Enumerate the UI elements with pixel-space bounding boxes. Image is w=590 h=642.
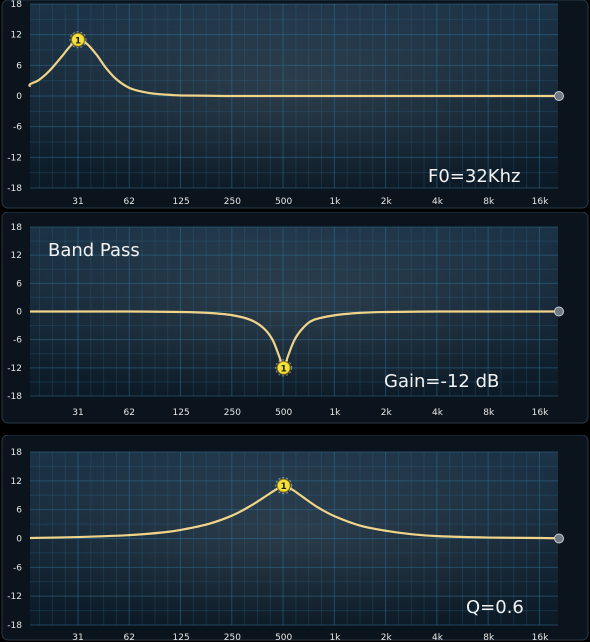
chart-annotation: F0=32Khz — [428, 166, 520, 187]
y-tick-label: -18 — [7, 392, 22, 402]
x-tick-label: 16k — [532, 408, 549, 418]
x-tick-label: 4k — [432, 633, 444, 642]
x-tick-label: 31 — [72, 408, 83, 418]
eq-panel-frequency: 18 12 6 0 -6 -12 -18 31 62 125 250 500 1k 2k 4k 8k 16k 1 F… — [0, 0, 590, 210]
y-tick-label: -12 — [7, 153, 22, 163]
x-tick-label: 4k — [432, 408, 444, 418]
y-tick-label: 0 — [16, 308, 22, 318]
band-node[interactable]: 1 — [275, 359, 293, 377]
y-tick-label: 0 — [16, 535, 22, 545]
x-tick-label: 125 — [173, 408, 190, 418]
x-tick-label: 31 — [72, 197, 83, 207]
x-tick-label: 250 — [224, 633, 241, 642]
chart-annotation: Band Pass — [48, 240, 140, 261]
y-tick-label: -6 — [13, 123, 22, 133]
y-tick-label: -18 — [7, 621, 22, 631]
eq-chart-frequency[interactable]: 18 12 6 0 -6 -12 -18 31 62 125 250 500 1k 2k 4k 8k 16k 1 F… — [0, 0, 590, 210]
band-node-ring — [69, 31, 87, 49]
x-tick-label: 62 — [124, 633, 135, 642]
band-node[interactable]: 1 — [275, 477, 293, 495]
x-tick-label: 2k — [381, 408, 393, 418]
y-tick-label: -6 — [13, 563, 22, 573]
band-node[interactable]: 1 — [69, 31, 87, 49]
x-tick-label: 8k — [483, 408, 495, 418]
x-tick-label: 250 — [224, 408, 241, 418]
x-tick-label: 1k — [329, 197, 341, 207]
y-tick-label: 18 — [11, 448, 23, 458]
eq-curve — [28, 38, 557, 98]
y-tick-label: 18 — [11, 0, 23, 10]
chart-annotation: Gain=-12 dB — [384, 371, 499, 392]
band-node-label: 1 — [75, 36, 81, 46]
edge-handle[interactable] — [554, 306, 564, 317]
grid-lines — [30, 451, 558, 626]
x-tick-label: 125 — [173, 633, 190, 642]
band-node-dot — [276, 478, 291, 493]
y-tick-label: -12 — [7, 364, 22, 374]
eq-chart-gain[interactable]: 18 12 6 0 -6 -12 -18 31 62 125 250 500 1k 2k 4k 8k 16k 1 B… — [0, 212, 590, 425]
edge-handle[interactable] — [554, 533, 564, 544]
x-tick-label: 500 — [275, 633, 292, 642]
chart-annotation: Q=0.6 — [466, 597, 524, 618]
band-node-dot — [71, 32, 85, 47]
x-tick-label: 8k — [483, 633, 495, 642]
y-tick-label: -12 — [7, 592, 22, 602]
y-tick-label: 12 — [11, 31, 22, 41]
y-tick-label: 6 — [16, 61, 22, 71]
x-tick-label: 2k — [381, 197, 393, 207]
x-tick-label: 16k — [532, 197, 549, 207]
x-tick-label: 1k — [329, 408, 341, 418]
x-tick-label: 2k — [381, 633, 393, 642]
x-tick-label: 16k — [532, 633, 549, 642]
y-tick-label: -6 — [13, 336, 22, 346]
x-tick-label: 31 — [72, 633, 83, 642]
x-tick-label: 500 — [275, 197, 292, 207]
eq-chart-q[interactable]: 18 12 6 0 -6 -12 -18 31 62 125 250 500 1k 2k 4k 8k 16k 1 Q… — [0, 435, 590, 642]
x-tick-label: 4k — [432, 197, 444, 207]
x-tick-label: 1k — [329, 633, 341, 642]
band-node-ring — [275, 359, 293, 377]
y-tick-label: 6 — [16, 279, 22, 289]
band-node-label: 1 — [281, 482, 287, 492]
y-tick-label: 12 — [11, 251, 22, 261]
y-tick-label: 12 — [11, 477, 22, 487]
band-node-ring — [275, 477, 293, 495]
x-tick-label: 125 — [173, 197, 190, 207]
grid-lines — [30, 3, 558, 189]
x-tick-label: 62 — [124, 408, 135, 418]
y-tick-label: 6 — [16, 506, 22, 516]
x-tick-label: 8k — [483, 197, 495, 207]
y-tick-label: 0 — [16, 92, 22, 102]
y-tick-label: -18 — [7, 184, 22, 194]
x-tick-label: 250 — [224, 197, 241, 207]
band-node-dot — [276, 360, 291, 375]
band-node-label: 1 — [281, 364, 287, 374]
y-tick-label: 18 — [11, 223, 23, 233]
eq-panel-gain: 18 12 6 0 -6 -12 -18 31 62 125 250 500 1k 2k 4k 8k 16k 1 B… — [0, 212, 590, 425]
x-tick-label: 500 — [275, 408, 292, 418]
edge-handle[interactable] — [554, 91, 564, 101]
eq-panel-q: 18 12 6 0 -6 -12 -18 31 62 125 250 500 1k 2k 4k 8k 16k 1 Q… — [0, 435, 590, 642]
x-tick-label: 62 — [124, 197, 135, 207]
